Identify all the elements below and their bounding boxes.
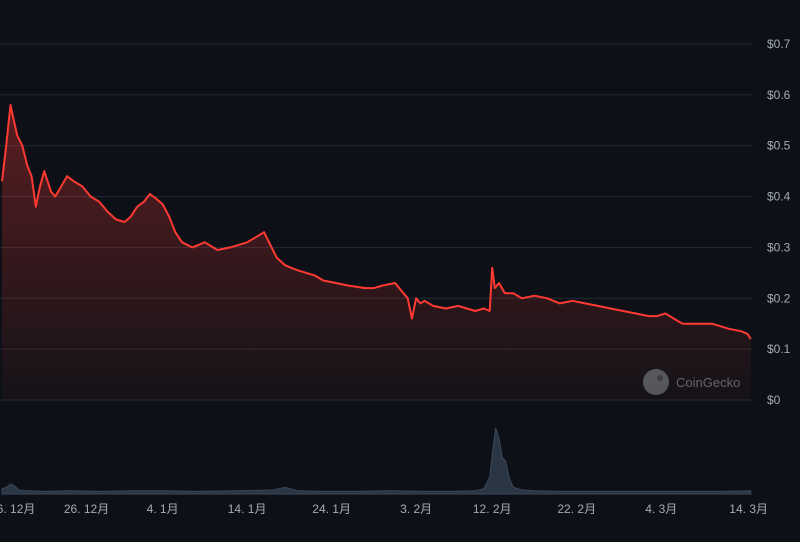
y-tick-label: $0.1 [767,342,791,356]
x-tick-label: 24. 1月 [312,502,351,516]
volume-area [1,427,752,495]
watermark-text: CoinGecko [676,375,740,390]
y-tick-label: $0.7 [767,37,791,51]
y-tick-label: $0.5 [767,139,791,153]
y-tick-label: $0.3 [767,240,791,254]
x-tick-label: 4. 3月 [645,502,677,516]
price-area-fill [2,105,751,400]
x-tick-label: 14. 3月 [729,502,768,516]
coingecko-logo-icon [643,369,669,395]
x-tick-label: 26. 12月 [64,502,109,516]
x-tick-label: 3. 2月 [400,502,432,516]
price-line [1,104,752,340]
y-tick-label: $0.4 [767,190,791,204]
y-axis: $0.7 $0.6 $0.5 $0.4 $0.3 $0.2 $0.1 $0 [767,37,791,407]
x-axis: 16. 12月 26. 12月 4. 1月 14. 1月 24. 1月 3. 2月 12. … [0,502,768,516]
y-tick-label: $0.6 [767,88,791,102]
x-tick-label: 16. 12月 [0,502,35,516]
x-tick-label: 12. 2月 [473,502,512,516]
volume-bars [1,427,752,495]
x-tick-label: 22. 2月 [557,502,596,516]
y-tick-label: $0 [767,393,781,407]
coingecko-logo-eye [657,375,663,381]
x-tick-label: 14. 1月 [228,502,267,516]
y-tick-label: $0.2 [767,291,791,305]
x-tick-label: 4. 1月 [147,502,179,516]
coingecko-watermark: CoinGecko [643,369,740,395]
